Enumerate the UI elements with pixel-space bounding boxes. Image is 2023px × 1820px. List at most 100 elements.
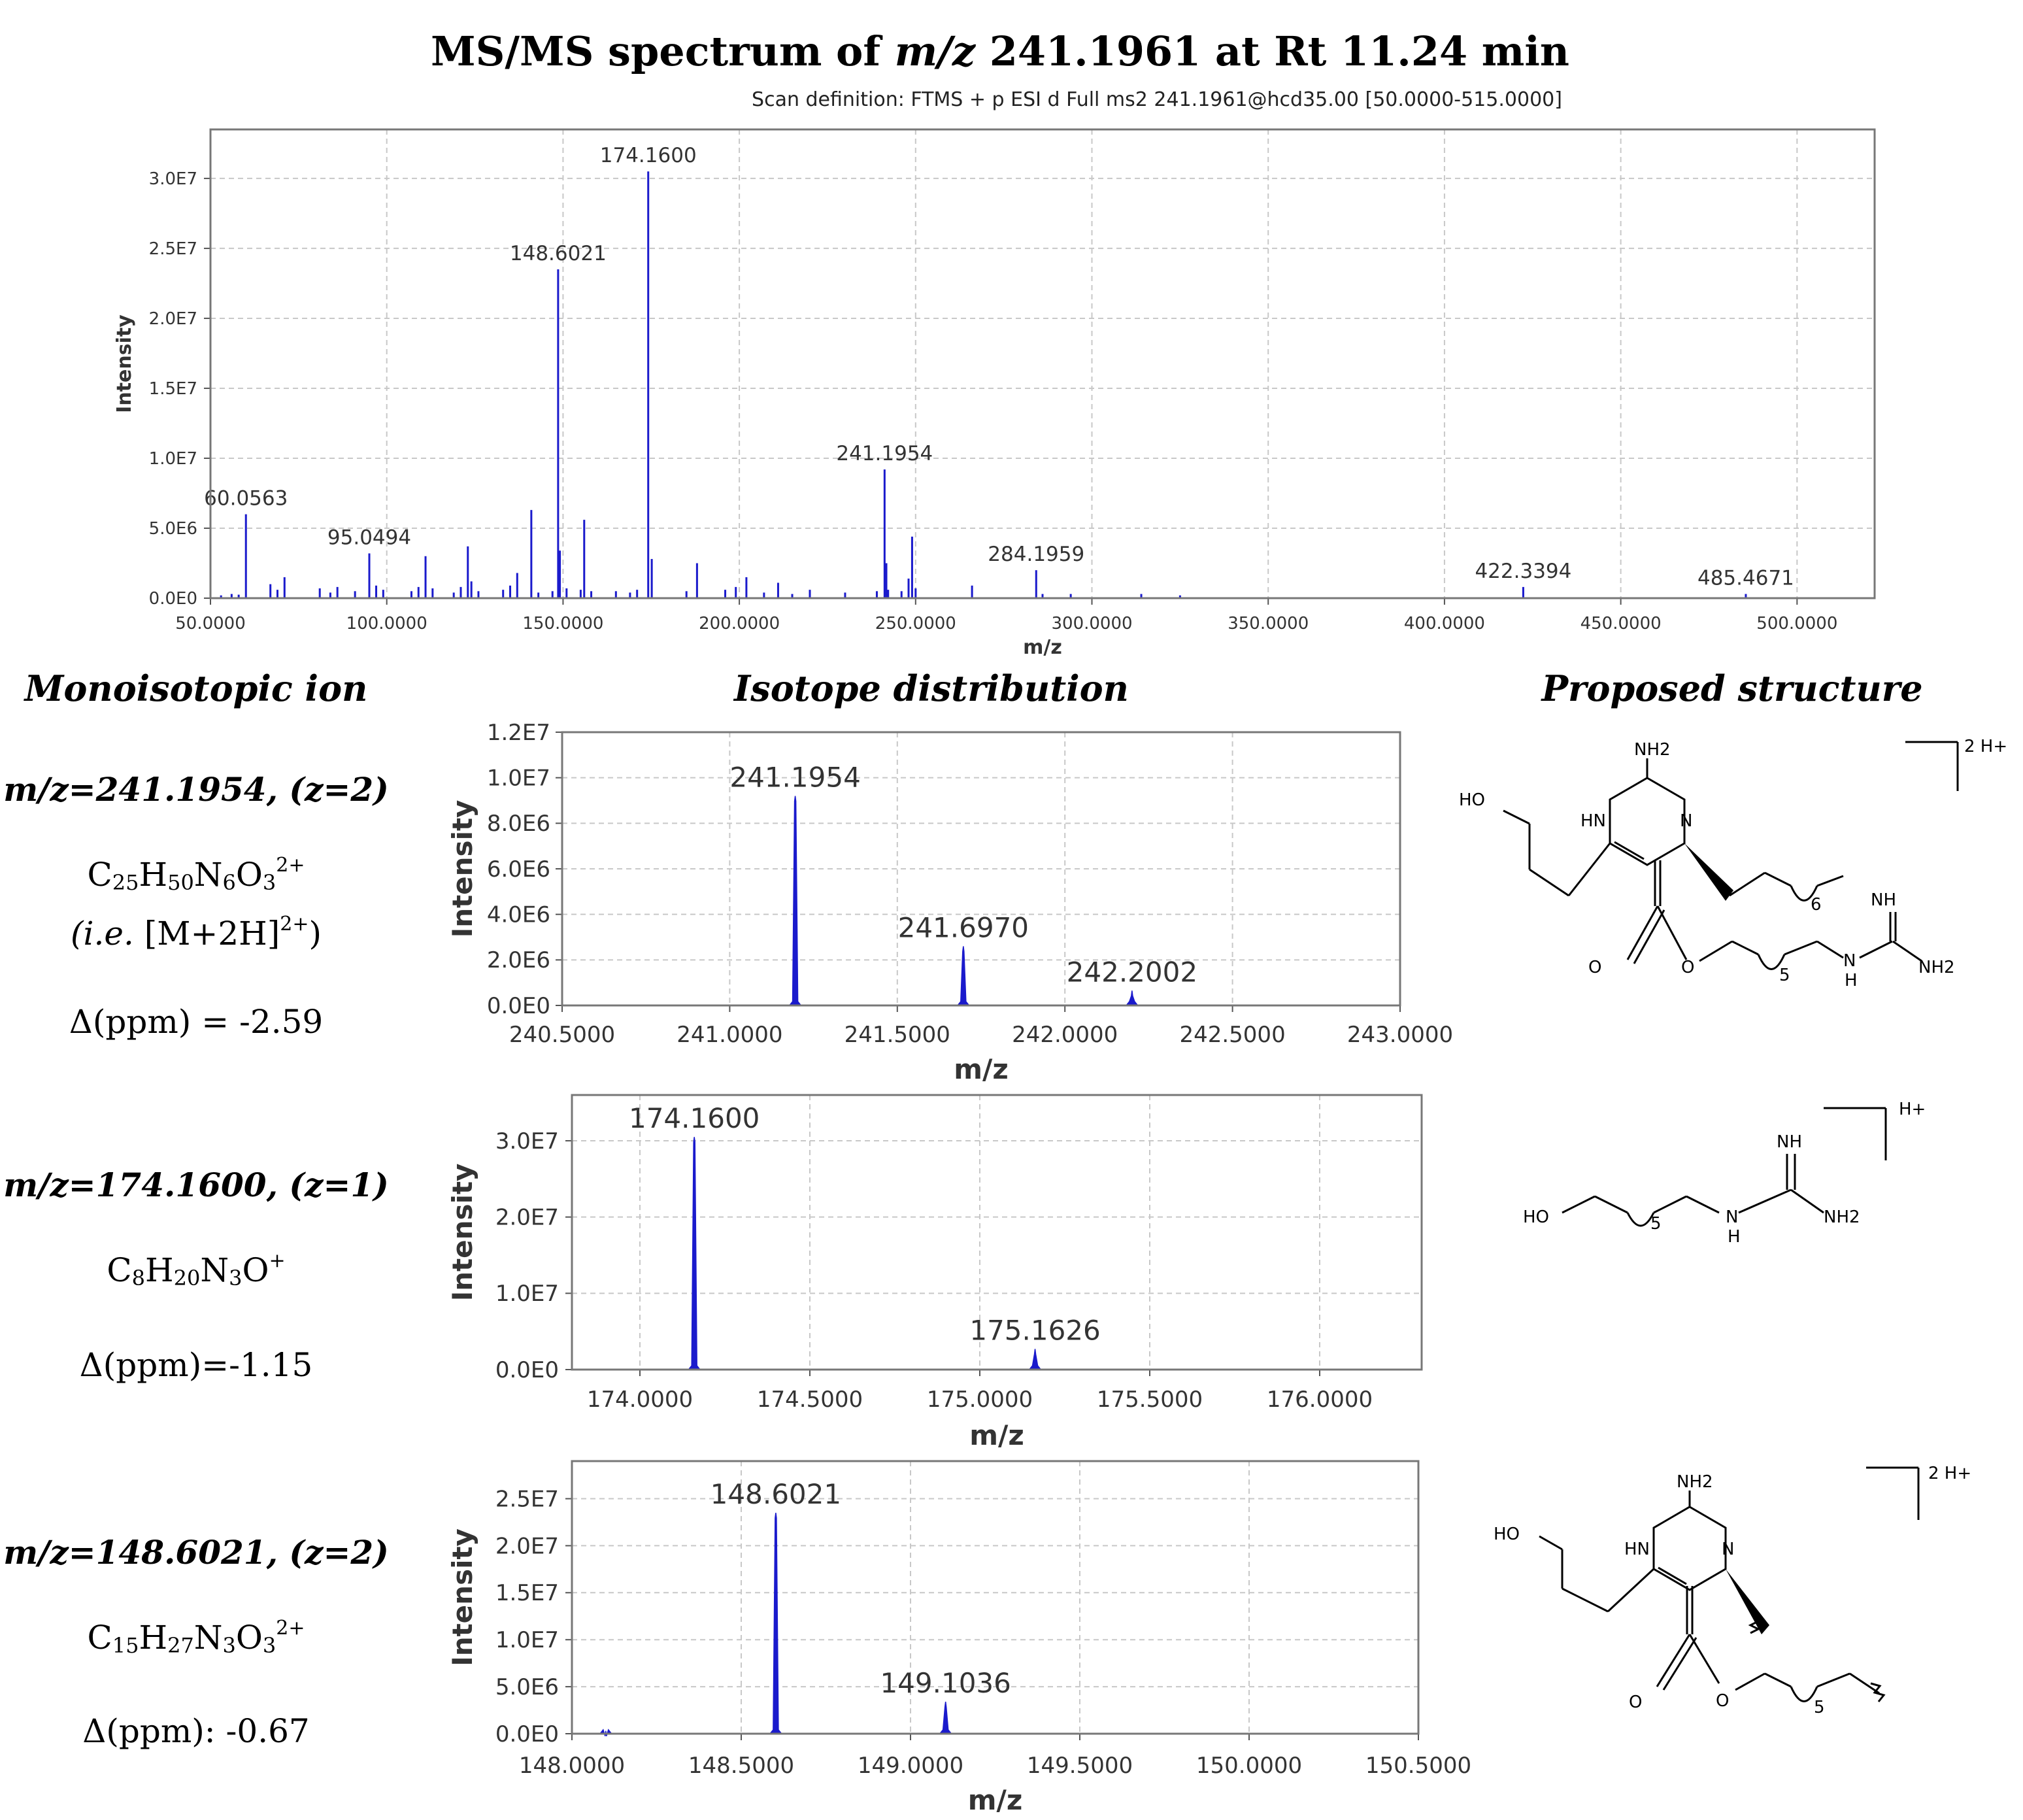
y-tick-label: 2.0E6 (487, 947, 550, 973)
s1-h: H (1845, 971, 1858, 990)
ion-2-ppm: Δ(ppm)=-1.15 (80, 1346, 313, 1384)
s3-o1: O (1629, 1693, 1642, 1712)
y-axis-label: Intensity (446, 1528, 478, 1666)
y-axis-label: Intensity (113, 314, 136, 413)
y-tick-label: 0.0E0 (487, 993, 550, 1019)
s3-n: N (1722, 1540, 1734, 1559)
isotope-chart-241: 240.5000 241.0000 241.5000 242.0000 242.5000… (446, 720, 1453, 1085)
x-tick-label: 240.5000 (509, 1022, 615, 1048)
s3-hn: HN (1624, 1540, 1650, 1559)
y-tick-label: 3.0E7 (495, 1128, 559, 1154)
y-tick-label: 0.0E0 (495, 1357, 559, 1383)
ms2-spectrum-chart: 50.0000 100.0000 150.0000 200.0000 250.0000 3… (113, 128, 1876, 659)
ion-2-formula: C8H20N3O+ (107, 1249, 285, 1290)
y-tick-label: 2.0E7 (495, 1533, 559, 1559)
x-tick-label: 243.0000 (1347, 1022, 1453, 1048)
ion-1-note: (i.e. [M+2H]2+) (71, 913, 322, 952)
s1-hn: HN (1580, 811, 1606, 831)
scan-definition: Scan definition: FTMS + p ESI d Full ms2… (752, 88, 1562, 111)
structure-3: NH2 HO HN N O O 5 2 H+ (1494, 1464, 1971, 1717)
ion-1-ppm: Δ(ppm) = -2.59 (69, 1003, 323, 1041)
x-tick-label: 174.5000 (757, 1387, 863, 1413)
y-axis-label: Intensity (446, 1164, 478, 1302)
s3-nh2-top: NH2 (1677, 1472, 1713, 1492)
structure-2: HO NH NH2 N H 5 H+ (1523, 1100, 1926, 1247)
x-tick-label: 500.0000 (1756, 614, 1837, 633)
x-tick-label: 150.5000 (1365, 1753, 1471, 1779)
y-tick-label: 2.0E7 (495, 1205, 559, 1231)
ion-1-mz: m/z=241.1954, (z=2) (3, 770, 389, 809)
x-axis-label: m/z (1023, 636, 1062, 659)
peak-label: 241.1954 (836, 442, 933, 465)
x-tick-label: 100.0000 (346, 614, 427, 633)
x-tick-label: 176.0000 (1267, 1387, 1373, 1413)
y-tick-label: 5.0E6 (149, 519, 197, 539)
peak-label: 175.1626 (969, 1315, 1100, 1347)
s1-n2: N (1843, 951, 1856, 971)
x-tick-label: 242.5000 (1179, 1022, 1285, 1048)
x-tick-label: 241.0000 (677, 1022, 782, 1048)
isotope-peak (939, 1702, 953, 1734)
x-tick-label: 174.0000 (587, 1387, 693, 1413)
s1-nh2-right: NH2 (1918, 958, 1955, 977)
y-tick-label: 3.0E7 (149, 169, 197, 189)
s2-n: N (1726, 1207, 1738, 1227)
peak-label: 422.3394 (1475, 560, 1571, 583)
y-tick-label: 5.0E6 (495, 1674, 559, 1700)
y-tick-label: 1.5E7 (149, 379, 197, 399)
x-tick-label: 241.5000 (844, 1022, 950, 1048)
ion-2-mz: m/z=174.1600, (z=1) (3, 1166, 389, 1204)
isotope-peak (769, 1512, 783, 1734)
x-tick-label: 175.0000 (927, 1387, 1033, 1413)
peak-label: 241.1954 (729, 762, 860, 794)
s1-sub5: 5 (1779, 966, 1790, 985)
x-tick-label: 200.0000 (699, 614, 780, 633)
y-tick-label: 8.0E6 (487, 811, 550, 837)
x-tick-label: 150.0000 (522, 614, 603, 633)
y-tick-label: 0.0E0 (149, 589, 197, 609)
peak-label: 149.1036 (880, 1667, 1011, 1699)
s2-charge: H+ (1899, 1100, 1926, 1119)
peak-label: 174.1600 (629, 1102, 760, 1134)
isotope-peak (788, 796, 802, 1006)
s1-charge: 2 H+ (1964, 737, 2007, 756)
ion-3-ppm: Δ(ppm): -0.67 (82, 1712, 310, 1750)
header-isotope-distribution: Isotope distribution (733, 667, 1129, 709)
header-proposed-structure: Proposed structure (1540, 667, 1922, 709)
peak-label: 241.6970 (898, 911, 1029, 943)
s2-ho: HO (1523, 1207, 1549, 1227)
s3-ho: HO (1494, 1525, 1520, 1544)
s1-sub6: 6 (1811, 895, 1822, 915)
s1-o2: O (1681, 958, 1694, 977)
ion-3-formula: C15H27N3O32+ (87, 1617, 305, 1658)
x-tick-label: 350.0000 (1228, 614, 1309, 633)
isotope-chart-174: 174.0000 174.5000 175.0000 175.5000 176.0000… (446, 1094, 1423, 1451)
peak-label: 60.0563 (204, 487, 288, 511)
y-tick-label: 1.0E7 (149, 449, 197, 469)
s1-n: N (1680, 811, 1692, 831)
x-tick-label: 250.0000 (875, 614, 956, 633)
x-tick-label: 149.0000 (858, 1753, 963, 1779)
isotope-peak (956, 946, 971, 1006)
plot-frame (571, 1460, 1420, 1735)
s2-nh2: NH2 (1824, 1207, 1860, 1227)
peak-label: 174.1600 (600, 144, 697, 167)
s3-charge: 2 H+ (1928, 1464, 1971, 1483)
x-axis-label: m/z (968, 1784, 1023, 1816)
y-tick-label: 1.5E7 (495, 1580, 559, 1606)
peak-label: 95.0494 (327, 526, 411, 550)
s1-nh: NH (1871, 890, 1896, 910)
x-tick-label: 149.5000 (1027, 1753, 1133, 1779)
isotope-peak (1028, 1349, 1042, 1370)
structure-1: NH2 HO HN N NH NH2 O O N H 6 5 2 H+ (1459, 737, 2007, 990)
y-tick-label: 1.0E7 (495, 1627, 559, 1653)
header-monoisotopic-ion: Monoisotopic ion (24, 667, 368, 709)
peak-label: 485.4671 (1697, 567, 1794, 590)
s1-o1: O (1588, 958, 1601, 977)
isotope-peak (687, 1137, 701, 1370)
y-tick-label: 4.0E6 (487, 902, 550, 928)
isotope-chart-148: 148.0000 148.5000 149.0000 149.5000 150.0000… (446, 1460, 1471, 1816)
x-axis-label: m/z (954, 1053, 1009, 1085)
x-tick-label: 50.0000 (175, 614, 246, 633)
